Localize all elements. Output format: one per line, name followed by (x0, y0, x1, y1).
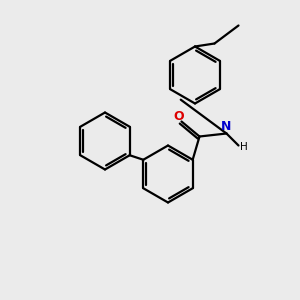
Text: O: O (173, 110, 184, 123)
Text: H: H (240, 142, 248, 152)
Text: N: N (221, 120, 232, 134)
